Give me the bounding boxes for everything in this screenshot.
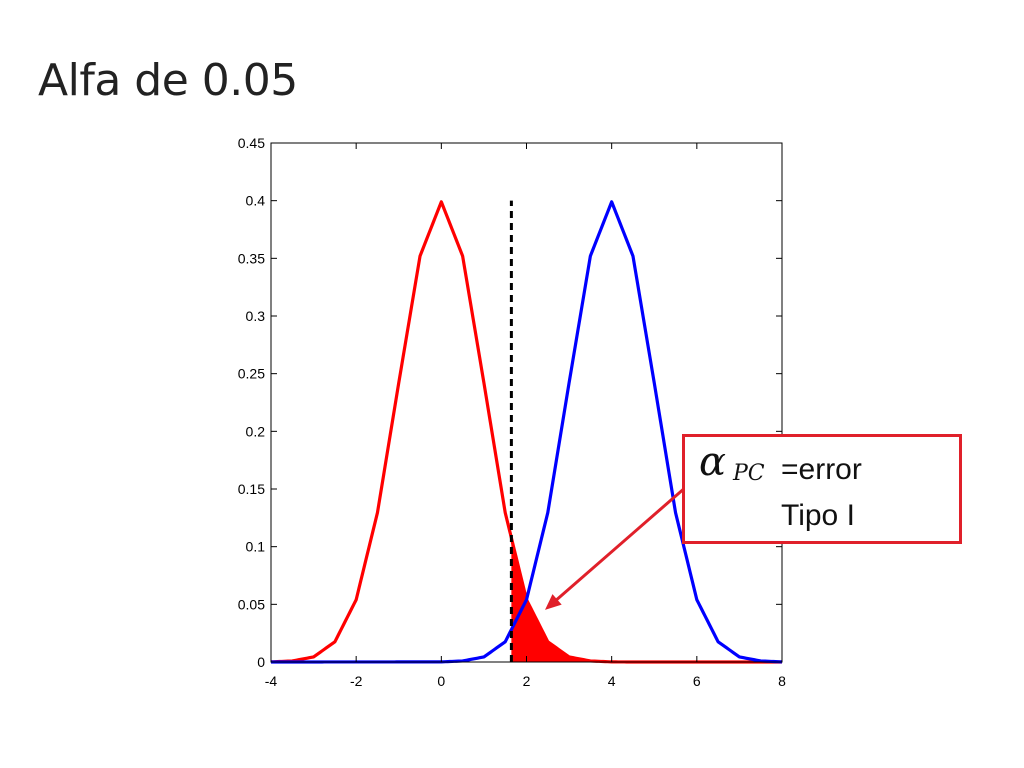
y-tick-label-4: 0.2 [246, 423, 266, 439]
alpha-symbol: α [699, 439, 727, 485]
callout-text-line1: =error [781, 453, 862, 486]
x-tick-label-2: 0 [437, 673, 445, 689]
series-line-1 [271, 200, 783, 664]
y-tick-label-5: 0.25 [238, 366, 265, 382]
y-tick-label-6: 0.3 [246, 308, 266, 324]
x-tick-label-6: 8 [778, 673, 786, 689]
slide-title: Alfa de 0.05 [38, 55, 298, 106]
y-tick-label-9: 0.45 [238, 135, 265, 151]
callout-text-line2: Tipo I [781, 499, 855, 532]
y-tick-label-7: 0.35 [238, 250, 265, 266]
callout-box: α PC =error Tipo I [682, 434, 962, 544]
x-tick-label-4: 4 [608, 673, 616, 689]
y-tick-label-8: 0.4 [246, 193, 266, 209]
x-tick-label-1: -2 [350, 673, 363, 689]
plot-frame [270, 142, 783, 663]
callout-arrow-line [552, 485, 687, 604]
x-tick-label-5: 6 [693, 673, 701, 689]
y-tick-label-0: 0 [257, 654, 265, 670]
x-tick-label-3: 2 [523, 673, 531, 689]
series-line-0 [270, 200, 782, 664]
alpha-subscript: PC [733, 461, 765, 486]
y-tick-label-1: 0.05 [238, 596, 265, 612]
x-tick-label-0: -4 [265, 673, 278, 689]
callout-arrow-head [545, 594, 562, 610]
y-tick-label-3: 0.15 [238, 481, 265, 497]
y-tick-label-2: 0.1 [246, 539, 266, 555]
shaded-alpha-region [511, 537, 612, 662]
